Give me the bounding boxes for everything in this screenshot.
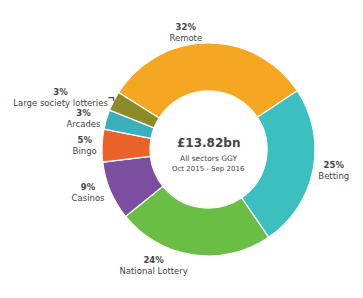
svg-text:24%National Lottery: 24%National Lottery	[119, 255, 187, 276]
svg-text:5%Bingo: 5%Bingo	[73, 135, 97, 156]
svg-text:32%Remote: 32%Remote	[169, 22, 202, 43]
svg-text:3%Arcades: 3%Arcades	[66, 108, 101, 129]
svg-text:All sectors GGY: All sectors GGY	[180, 154, 237, 163]
svg-text:Oct 2015 - Sep 2016: Oct 2015 - Sep 2016	[172, 165, 245, 173]
svg-text:25%Betting: 25%Betting	[318, 160, 349, 181]
svg-text:£13.82bn: £13.82bn	[177, 136, 240, 150]
svg-text:3%Large society lotteries: 3%Large society lotteries	[13, 87, 108, 108]
svg-text:9%Casinos: 9%Casinos	[72, 182, 106, 203]
